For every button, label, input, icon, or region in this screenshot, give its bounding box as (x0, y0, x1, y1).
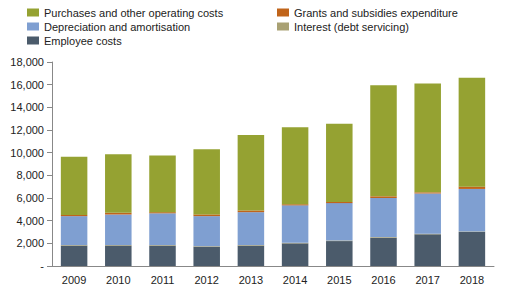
svg-text:4,000: 4,000 (16, 215, 44, 227)
svg-text:16,000: 16,000 (10, 79, 44, 91)
svg-text:2016: 2016 (371, 274, 395, 286)
svg-text:-: - (40, 260, 44, 272)
svg-text:2009: 2009 (62, 274, 86, 286)
svg-text:8,000: 8,000 (16, 169, 44, 181)
svg-text:18,000: 18,000 (10, 56, 44, 68)
svg-text:2014: 2014 (283, 274, 307, 286)
svg-text:2018: 2018 (460, 274, 484, 286)
svg-text:2012: 2012 (194, 274, 218, 286)
svg-text:Employee costs: Employee costs (44, 35, 122, 47)
svg-text:2010: 2010 (106, 274, 130, 286)
svg-text:12,000: 12,000 (10, 124, 44, 136)
svg-text:2015: 2015 (327, 274, 351, 286)
svg-text:2,000: 2,000 (16, 237, 44, 249)
svg-text:Purchases and other operating: Purchases and other operating costs (44, 7, 224, 19)
svg-text:2013: 2013 (239, 274, 263, 286)
svg-text:Depreciation and amortisation: Depreciation and amortisation (44, 21, 190, 33)
svg-text:10,000: 10,000 (10, 147, 44, 159)
svg-text:Interest (debt servicing): Interest (debt servicing) (294, 21, 409, 33)
svg-text:2017: 2017 (415, 274, 439, 286)
svg-text:Grants and subsidies expenditu: Grants and subsidies expenditure (294, 7, 458, 19)
svg-text:6,000: 6,000 (16, 192, 44, 204)
svg-text:14,000: 14,000 (10, 101, 44, 113)
svg-text:2011: 2011 (151, 274, 175, 286)
